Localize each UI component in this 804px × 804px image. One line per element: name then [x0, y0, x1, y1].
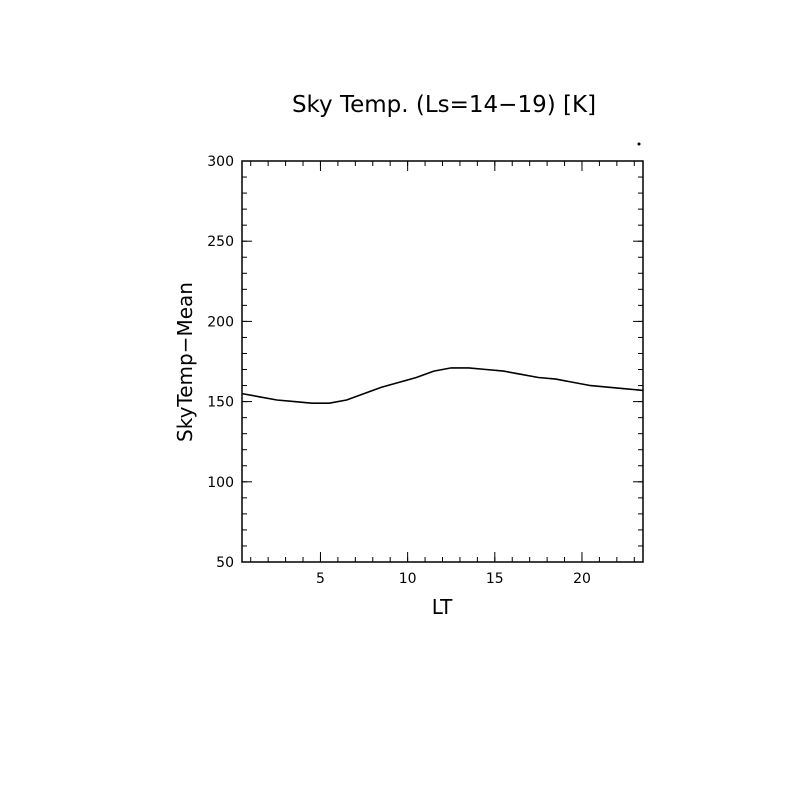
y-tick-label: 150 [207, 395, 234, 411]
x-axis-label: LT [432, 595, 453, 619]
y-tick-label: 200 [207, 314, 234, 330]
y-axis-label: SkyTemp−Mean [173, 282, 197, 442]
x-tick-label: 10 [399, 571, 417, 587]
y-tick-label: 300 [207, 154, 234, 170]
series-line [241, 367, 644, 404]
y-tick-label: 50 [216, 555, 234, 571]
y-tick-label: 100 [207, 475, 234, 491]
x-tick-label: 5 [316, 571, 325, 587]
x-tick-label: 20 [573, 571, 591, 587]
chart-title: Sky Temp. (Ls=14−19) [K] [292, 92, 596, 118]
x-tick-label: 15 [486, 571, 504, 587]
corner-dot [637, 142, 641, 146]
axis-tick-labels: 5 10 15 20 50 100 150 200 250 300 [207, 154, 591, 587]
plot-frame [241, 160, 644, 563]
y-tick-label: 250 [207, 234, 234, 250]
axis-ticks [242, 160, 643, 563]
